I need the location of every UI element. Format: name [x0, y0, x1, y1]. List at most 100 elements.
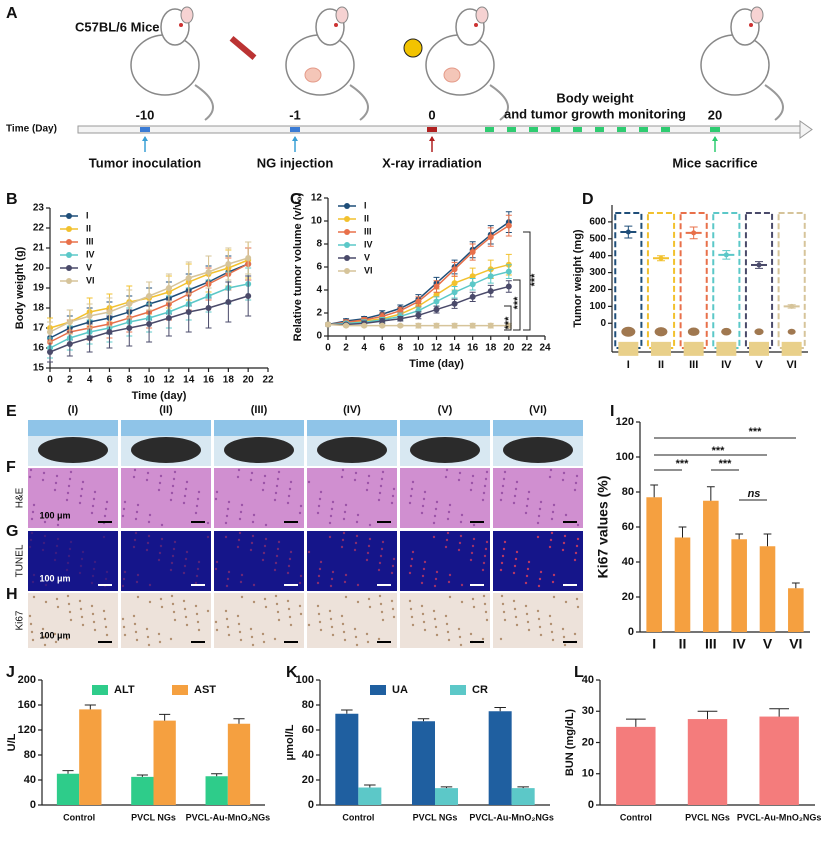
tissue-spot [287, 494, 291, 498]
tissue-spot [445, 468, 449, 472]
tissue-spot [183, 494, 187, 498]
tissue-spot [250, 541, 254, 545]
tissue-spot [55, 474, 59, 478]
tissue-spot [105, 570, 109, 574]
y-tick-label: 40 [302, 749, 314, 761]
tissue-spot [299, 574, 303, 578]
x-tick-label: 18 [485, 343, 497, 354]
tissue-spot [237, 468, 241, 472]
tissue-spot [527, 628, 531, 632]
tissue-spot [458, 541, 462, 545]
tissue-spot [379, 602, 383, 606]
tissue-spot [435, 570, 439, 574]
x-tick-label: 16 [203, 375, 215, 386]
tissue-spot [102, 535, 106, 539]
image-cell [493, 593, 583, 648]
tissue-spot [238, 531, 242, 535]
glove [121, 420, 211, 436]
mouse-photo [503, 437, 573, 463]
tissue-spot [317, 504, 321, 508]
tissue-spot [182, 599, 186, 603]
panel-letter: A [6, 5, 18, 22]
tissue-spot [160, 523, 164, 527]
tissue-spot [136, 503, 140, 507]
x-tick-label: 8 [126, 375, 132, 386]
tissue-spot [182, 571, 186, 575]
error-bar [517, 786, 529, 789]
tissue-spot [66, 594, 70, 598]
tissue-spot [236, 475, 240, 479]
x-tick-label: 14 [183, 375, 195, 386]
tissue-spot [432, 535, 436, 539]
bar [759, 716, 799, 805]
tissue-spot [53, 558, 57, 562]
tumor [443, 67, 461, 83]
tissue-spot [538, 507, 542, 511]
image-cell [214, 531, 304, 591]
tissue-spot [514, 615, 518, 619]
tissue-spot [423, 628, 427, 632]
tissue-spot [457, 548, 461, 552]
image-cell [121, 531, 211, 591]
time-bar [77, 125, 801, 134]
tissue-spot [65, 568, 69, 572]
tissue-spot [80, 487, 84, 491]
tissue-spot [79, 494, 83, 498]
tissue-spot [262, 640, 266, 644]
time-arrow [799, 120, 813, 139]
tissue-spot [548, 545, 552, 549]
legend-marker [344, 268, 350, 274]
image-cell [307, 531, 397, 591]
panel-letter: H [6, 586, 18, 603]
bar [731, 539, 747, 632]
bar [435, 788, 458, 805]
tissue-spot [500, 561, 504, 565]
image-cell [28, 468, 118, 528]
tissue-spot [121, 584, 125, 588]
tissue-spot [446, 517, 450, 521]
column-label: (I) [68, 404, 79, 416]
mouse-eye [179, 23, 183, 27]
tissue-spot [67, 554, 71, 558]
point [451, 300, 458, 307]
tissue-spot [484, 610, 488, 614]
tissue-spot [551, 580, 555, 584]
tissue-spot [469, 488, 473, 492]
ruler [651, 341, 671, 356]
tissue-spot [237, 622, 241, 626]
tissue-spot [503, 540, 507, 544]
tissue-spot [273, 568, 277, 572]
tissue-spot [134, 630, 138, 634]
tissue-spot [92, 497, 96, 501]
tissue-spot [550, 517, 554, 521]
legend-marker [66, 239, 72, 245]
tissue-spot [121, 514, 125, 518]
tissue-spot [104, 577, 108, 581]
tissue-spot [448, 595, 452, 599]
image-cell [493, 468, 583, 528]
tissue-spot [55, 597, 59, 601]
tissue-spot [29, 538, 33, 542]
x-tick-label: V [763, 636, 773, 652]
tissue-spot [288, 487, 292, 491]
tissue-spot [341, 622, 345, 626]
tissue-spot [122, 507, 126, 511]
y-tick-label: 4 [316, 285, 322, 296]
monitor-mark [595, 127, 604, 132]
tissue-spot [197, 490, 201, 494]
point [325, 321, 331, 328]
tissue-spot [483, 484, 487, 488]
panel-letter: L [574, 664, 584, 681]
tissue-spot [226, 625, 230, 629]
y-tick-label: 100 [589, 301, 606, 312]
x-tick-label: Control [342, 812, 374, 822]
tissue-spot [420, 604, 424, 608]
tissue-spot [286, 571, 290, 575]
tissue-spot [499, 568, 503, 572]
monitoring-label: Body weight [556, 90, 634, 105]
image-cell [400, 593, 490, 648]
tissue-spot [562, 541, 566, 545]
tissue-spot [380, 610, 384, 614]
tissue-spot [225, 617, 229, 621]
tissue-spot [239, 510, 243, 514]
